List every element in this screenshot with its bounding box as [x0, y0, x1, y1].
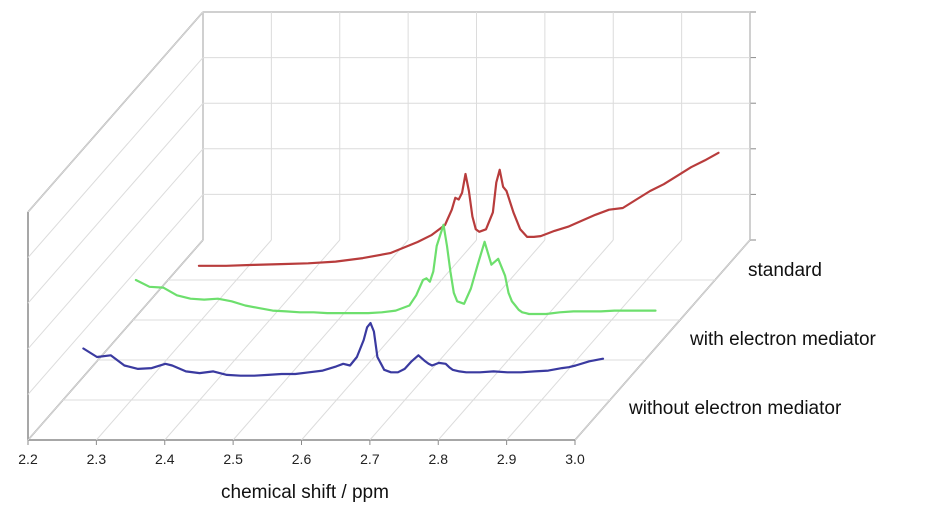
series-line-with-electron-mediator — [134, 223, 657, 316]
x-tick-label: 2.6 — [292, 451, 312, 467]
series-line-standard — [197, 151, 720, 267]
grid-floor-depth — [437, 239, 614, 441]
grid-floor-depth — [506, 239, 683, 441]
grid-floor-depth — [95, 239, 272, 441]
series-labels: without electron mediator with electron m… — [628, 260, 877, 419]
series-label: standard — [748, 260, 822, 281]
x-tick-label: 2.7 — [360, 451, 380, 467]
x-tick-label: 2.9 — [497, 451, 517, 467]
series-label: with electron mediator — [689, 329, 877, 350]
grid-left-horizontal — [27, 102, 204, 304]
series-layer — [82, 151, 720, 377]
axes-frame — [27, 11, 756, 445]
grid-floor-depth — [574, 239, 751, 441]
x-tick-label: 2.4 — [155, 451, 175, 467]
grid-left-horizontal — [27, 148, 204, 350]
grid-left-horizontal — [27, 194, 204, 395]
series-line-without-electron-mediator — [82, 321, 605, 377]
x-tick-label: 3.0 — [565, 451, 585, 467]
x-tick-label: 2.3 — [87, 451, 107, 467]
series-label: without electron mediator — [628, 398, 842, 419]
x-tick-label: 2.2 — [18, 451, 38, 467]
grid-lines — [27, 11, 751, 441]
grid-floor-depth — [369, 239, 546, 441]
grid-floor-depth — [232, 239, 409, 441]
grid-floor-depth — [164, 239, 341, 441]
x-tick-label: 2.8 — [429, 451, 449, 467]
x-tick-label: 2.5 — [223, 451, 243, 467]
grid-floor-depth — [27, 239, 204, 441]
x-axis-title: chemical shift / ppm — [221, 482, 389, 503]
x-tick-labels: 2.2 2.3 2.4 2.5 2.6 2.7 2.8 2.9 3.0 — [18, 451, 585, 467]
grid-left-horizontal — [27, 11, 204, 213]
grid-floor-depth — [301, 239, 477, 441]
grid-left-horizontal — [27, 57, 204, 258]
